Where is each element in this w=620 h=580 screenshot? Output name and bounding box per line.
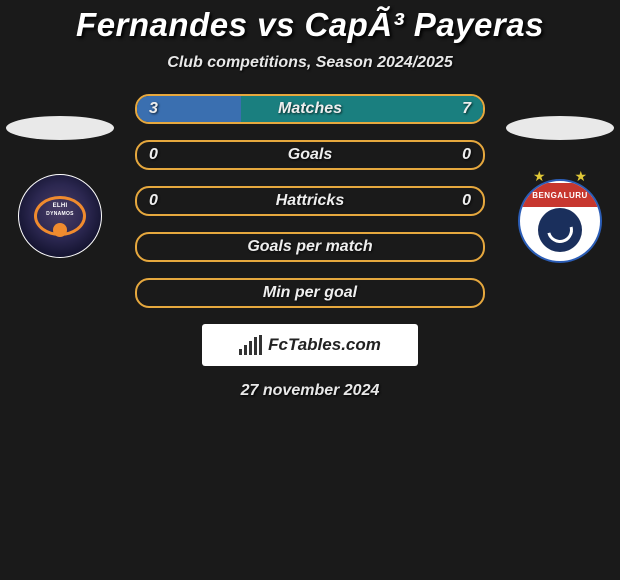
stat-bar: 00Hattricks — [135, 186, 485, 216]
club-name-right: BENGALURU — [532, 191, 588, 200]
date-label: 27 november 2024 — [0, 382, 620, 400]
comparison-card: Fernandes vs CapÃ³ Payeras Club competit… — [0, 0, 620, 580]
stat-bar: 37Matches — [135, 94, 485, 124]
player-avatar-right — [506, 116, 614, 140]
left-column: ELHI DYNAMOS — [0, 94, 120, 260]
club-name-left-line1: ELHI — [53, 203, 68, 209]
watermark-text: FcTables.com — [268, 335, 381, 355]
right-column: ★ ★ BENGALURU — [500, 94, 620, 270]
stat-bars: 37Matches 00Goals 00Hattricks Goals per mat… — [135, 94, 485, 308]
stat-bar: Goals per match — [135, 232, 485, 262]
watermark: FcTables.com — [202, 324, 418, 366]
stat-bar: 00Goals — [135, 140, 485, 170]
arena: ELHI DYNAMOS ★ ★ BENGALURU 37Matches 00Go… — [0, 94, 620, 400]
stat-label: Goals per match — [137, 234, 483, 260]
chart-icon — [239, 335, 262, 355]
stat-label: Min per goal — [137, 280, 483, 306]
player-avatar-left — [6, 116, 114, 140]
club-logo-right: ★ ★ BENGALURU — [511, 172, 609, 270]
shield-icon: ELHI DYNAMOS — [18, 174, 102, 258]
club-name-left-line2: DYNAMOS — [46, 211, 74, 217]
page-title: Fernandes vs CapÃ³ Payeras — [0, 6, 620, 44]
stat-label: Matches — [137, 96, 483, 122]
stat-label: Goals — [137, 142, 483, 168]
stat-label: Hattricks — [137, 188, 483, 214]
stat-bar: Min per goal — [135, 278, 485, 308]
shield-icon: BENGALURU — [518, 179, 602, 263]
subtitle: Club competitions, Season 2024/2025 — [0, 54, 620, 72]
club-logo-left: ELHI DYNAMOS — [11, 172, 109, 260]
